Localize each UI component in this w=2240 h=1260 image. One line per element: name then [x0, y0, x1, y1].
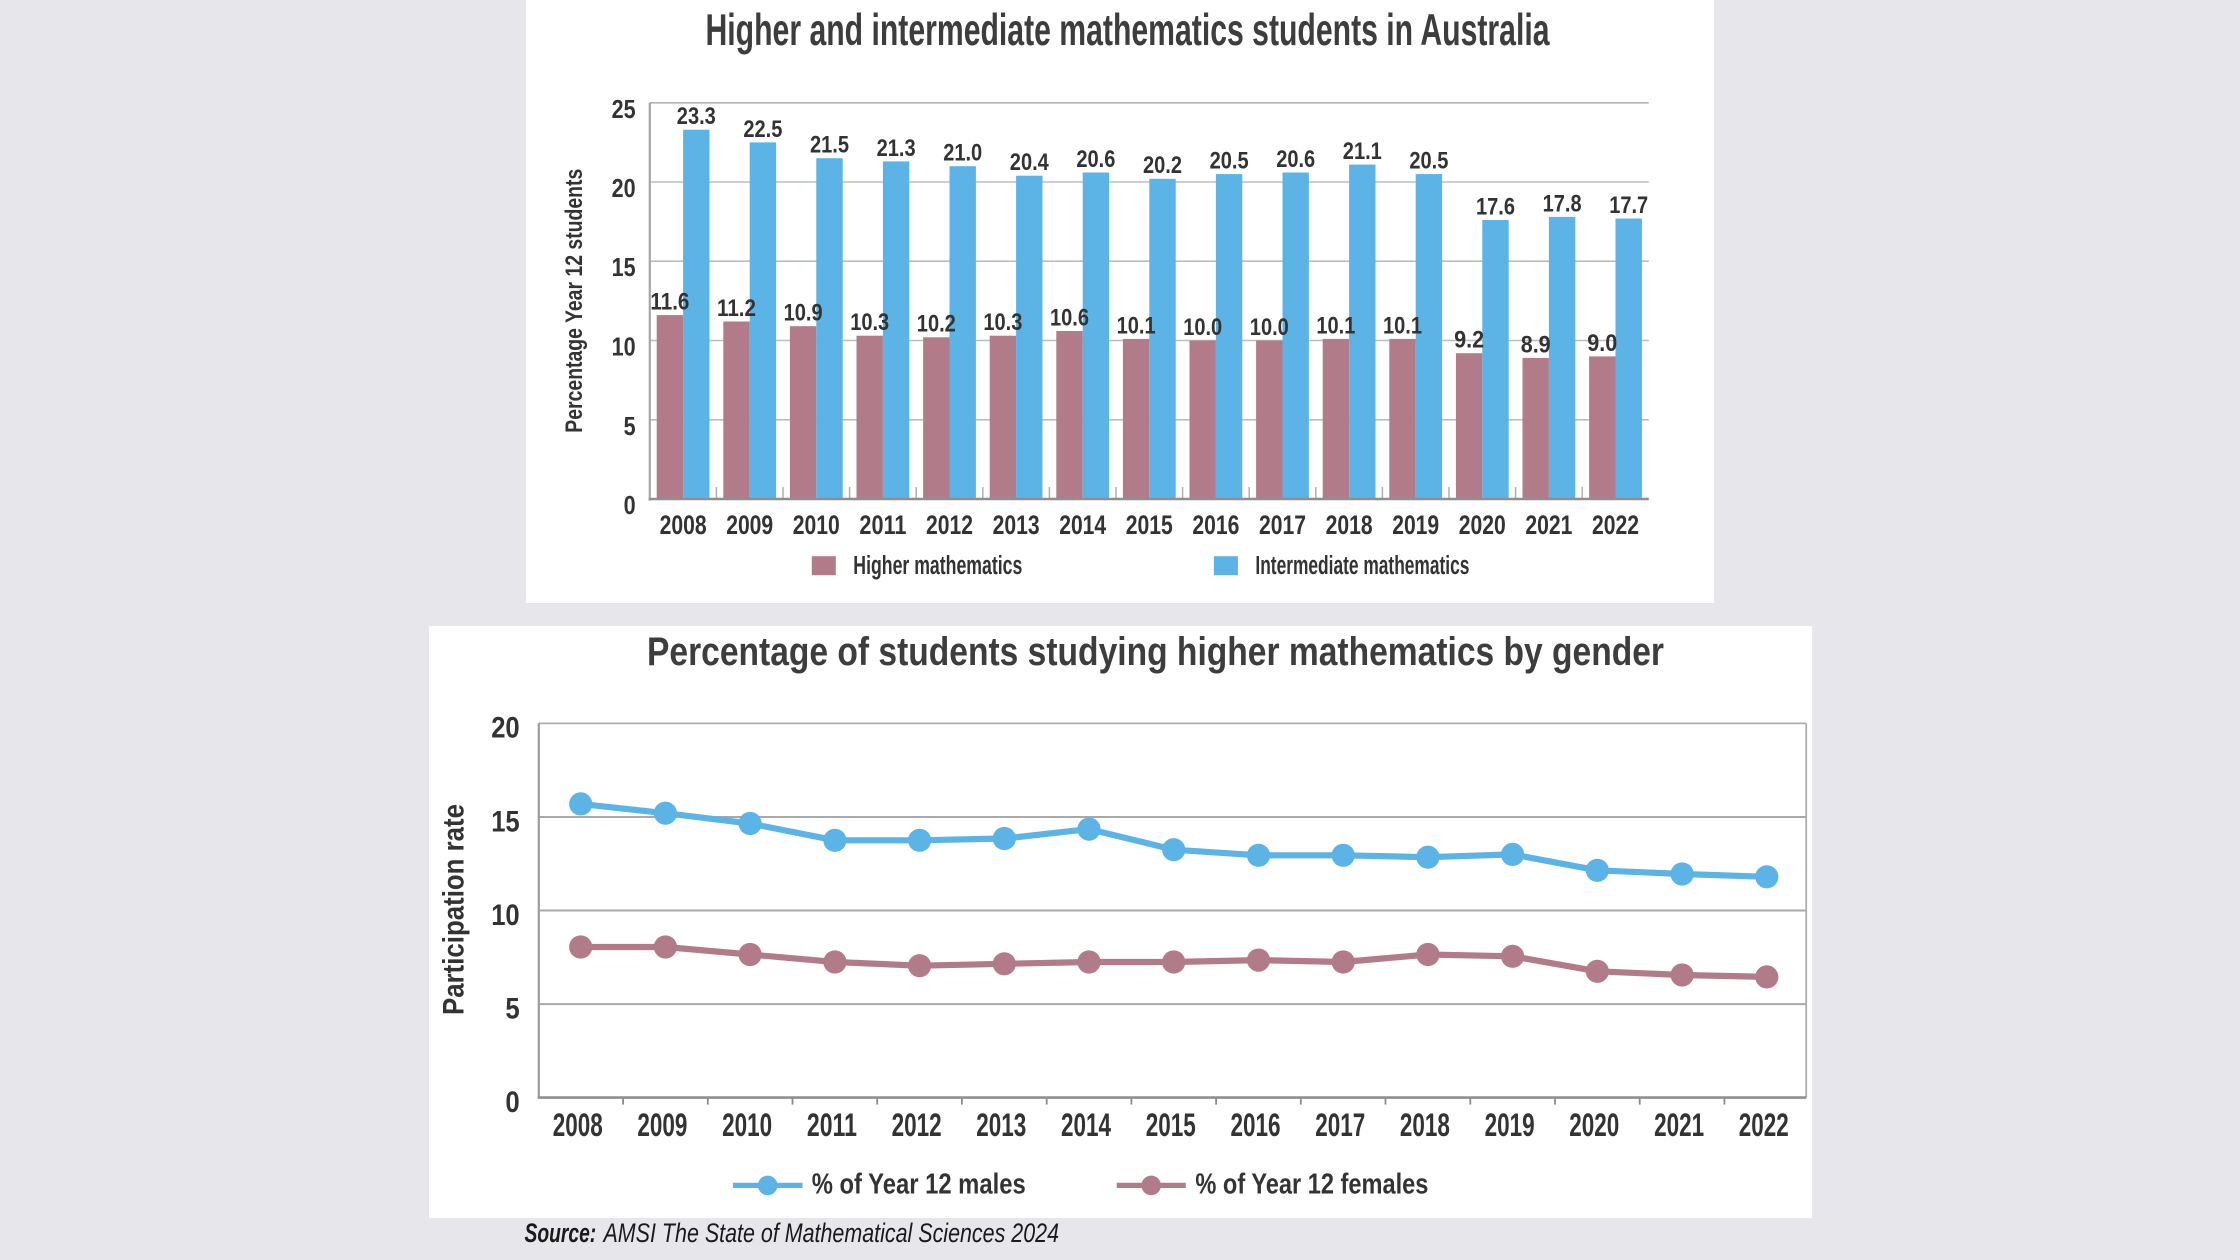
svg-text:20.4: 20.4: [1009, 149, 1048, 176]
svg-text:21.5: 21.5: [810, 132, 849, 159]
svg-text:AMSI The State of Mathematical: AMSI The State of Mathematical Sciences …: [602, 1218, 1059, 1248]
svg-text:15: 15: [491, 806, 520, 839]
svg-text:2021: 2021: [1654, 1107, 1704, 1143]
svg-text:2015: 2015: [1125, 510, 1172, 540]
svg-text:10.0: 10.0: [1249, 314, 1288, 341]
svg-text:11.2: 11.2: [717, 295, 756, 322]
svg-text:0: 0: [505, 1086, 519, 1119]
svg-text:10.6: 10.6: [1050, 304, 1089, 331]
svg-text:2017: 2017: [1315, 1107, 1365, 1143]
svg-text:2022: 2022: [1739, 1107, 1789, 1143]
svg-text:2016: 2016: [1192, 510, 1239, 540]
svg-text:10.0: 10.0: [1183, 314, 1222, 341]
svg-text:5: 5: [505, 993, 519, 1026]
svg-text:21.3: 21.3: [876, 135, 915, 162]
svg-text:2018: 2018: [1325, 510, 1372, 540]
svg-text:Higher and intermediate mathem: Higher and intermediate mathematics stud…: [705, 6, 1550, 55]
svg-text:2011: 2011: [859, 510, 906, 540]
svg-text:10.3: 10.3: [850, 309, 889, 336]
svg-text:% of Year 12 females: % of Year 12 females: [1195, 1169, 1428, 1201]
svg-text:21.0: 21.0: [943, 140, 982, 167]
svg-text:2014: 2014: [1059, 510, 1106, 540]
svg-text:2015: 2015: [1145, 1107, 1195, 1143]
svg-text:20.2: 20.2: [1143, 152, 1182, 179]
svg-text:17.6: 17.6: [1476, 193, 1515, 220]
svg-text:10.2: 10.2: [916, 311, 955, 338]
svg-text:2011: 2011: [807, 1107, 857, 1143]
svg-text:Participation rate: Participation rate: [437, 804, 470, 1015]
svg-text:Source:: Source:: [525, 1218, 597, 1248]
svg-text:20.6: 20.6: [1276, 146, 1315, 173]
svg-text:2020: 2020: [1569, 1107, 1619, 1143]
svg-text:21.1: 21.1: [1342, 138, 1381, 165]
svg-text:10.1: 10.1: [1316, 312, 1355, 339]
svg-text:2017: 2017: [1259, 510, 1306, 540]
svg-text:10.1: 10.1: [1116, 312, 1155, 339]
svg-text:11.6: 11.6: [650, 289, 689, 316]
svg-text:8.9: 8.9: [1520, 331, 1550, 358]
svg-text:2010: 2010: [792, 510, 839, 540]
svg-text:20: 20: [491, 712, 520, 745]
svg-text:22.5: 22.5: [743, 116, 782, 143]
svg-text:2013: 2013: [976, 1107, 1026, 1143]
svg-text:Intermediate mathematics: Intermediate mathematics: [1255, 552, 1469, 580]
svg-text:Percentage Year 12 students: Percentage Year 12 students: [561, 169, 588, 433]
svg-text:2019: 2019: [1484, 1107, 1534, 1143]
svg-text:10.1: 10.1: [1383, 312, 1422, 339]
svg-text:0: 0: [623, 490, 635, 520]
svg-text:Percentage of students studyin: Percentage of students studying higher m…: [647, 630, 1664, 674]
svg-text:2021: 2021: [1525, 510, 1572, 540]
svg-text:17.8: 17.8: [1542, 190, 1581, 217]
svg-text:2014: 2014: [1061, 1107, 1111, 1143]
svg-text:9.2: 9.2: [1454, 327, 1484, 354]
svg-text:20.5: 20.5: [1409, 148, 1448, 175]
svg-text:2012: 2012: [926, 510, 973, 540]
svg-text:2020: 2020: [1458, 510, 1505, 540]
svg-text:5: 5: [623, 411, 635, 441]
svg-text:10.9: 10.9: [783, 300, 822, 327]
svg-text:2016: 2016: [1230, 1107, 1280, 1143]
svg-text:2018: 2018: [1400, 1107, 1450, 1143]
svg-text:2010: 2010: [722, 1107, 772, 1143]
svg-text:2012: 2012: [891, 1107, 941, 1143]
svg-text:15: 15: [611, 252, 635, 282]
svg-text:2013: 2013: [992, 510, 1039, 540]
svg-text:2009: 2009: [637, 1107, 687, 1143]
svg-text:20: 20: [611, 173, 635, 203]
svg-text:9.0: 9.0: [1587, 330, 1617, 357]
svg-text:10: 10: [491, 899, 520, 932]
svg-text:2008: 2008: [659, 510, 706, 540]
svg-text:20.6: 20.6: [1076, 146, 1115, 173]
svg-text:2022: 2022: [1592, 510, 1639, 540]
svg-text:2008: 2008: [552, 1107, 602, 1143]
svg-text:2009: 2009: [726, 510, 773, 540]
svg-text:10: 10: [611, 332, 635, 362]
svg-text:10.3: 10.3: [983, 309, 1022, 336]
svg-text:17.7: 17.7: [1609, 192, 1648, 219]
svg-text:2019: 2019: [1392, 510, 1439, 540]
svg-text:Higher mathematics: Higher mathematics: [853, 552, 1022, 580]
svg-text:23.3: 23.3: [676, 103, 715, 130]
svg-text:% of Year 12 males: % of Year 12 males: [811, 1169, 1025, 1201]
svg-text:20.5: 20.5: [1209, 148, 1248, 175]
svg-text:25: 25: [611, 94, 635, 124]
